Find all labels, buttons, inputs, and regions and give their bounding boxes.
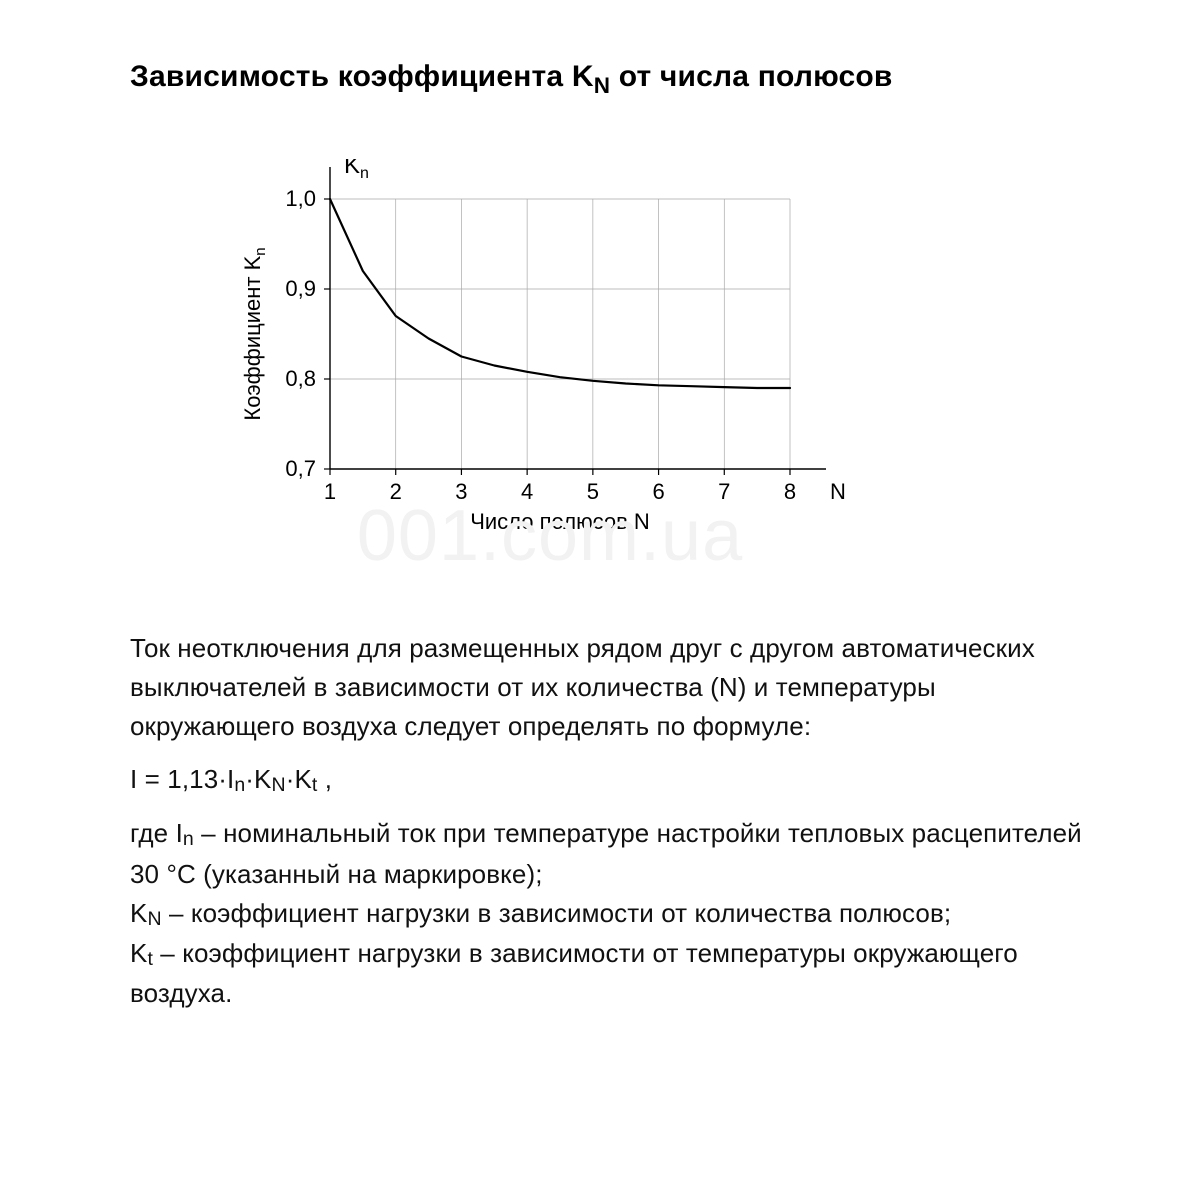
svg-text:0,7: 0,7 (285, 456, 316, 481)
svg-text:2: 2 (390, 479, 402, 504)
kn-chart: 001.com.ua 123456780,70,80,91,0KnNЧисло … (190, 159, 910, 559)
body-paragraph: Ток неотключения для размещенных рядом д… (130, 629, 1100, 746)
svg-text:Число полюсов N: Число полюсов N (470, 509, 650, 534)
formula: I = 1,13·In·KN·Kt , (130, 760, 1100, 800)
svg-text:0,8: 0,8 (285, 366, 316, 391)
svg-text:3: 3 (455, 479, 467, 504)
svg-text:N: N (830, 479, 846, 504)
definitions: где In – номинальный ток при температуре… (130, 814, 1100, 1013)
svg-text:4: 4 (521, 479, 533, 504)
page-root: Зависимость коэффициента KN от числа пол… (0, 0, 1200, 1067)
svg-text:0,9: 0,9 (285, 276, 316, 301)
svg-text:Коэффициент Kn: Коэффициент Kn (240, 247, 269, 420)
svg-text:7: 7 (718, 479, 730, 504)
chart-svg: 1 2 3 4 5 6 7 8 0,7 0,8 0,9 1,0 Kn N Число полюсов N Ко… (190, 159, 910, 559)
page-title: Зависимость коэффициента KN от числа пол… (130, 60, 1100, 99)
svg-text:1: 1 (324, 479, 336, 504)
svg-text:5: 5 (587, 479, 599, 504)
svg-text:6: 6 (652, 479, 664, 504)
description-block: Ток неотключения для размещенных рядом д… (130, 629, 1100, 1013)
svg-text:1,0: 1,0 (285, 186, 316, 211)
svg-text:8: 8 (784, 479, 796, 504)
svg-text:Kn: Kn (344, 159, 369, 182)
